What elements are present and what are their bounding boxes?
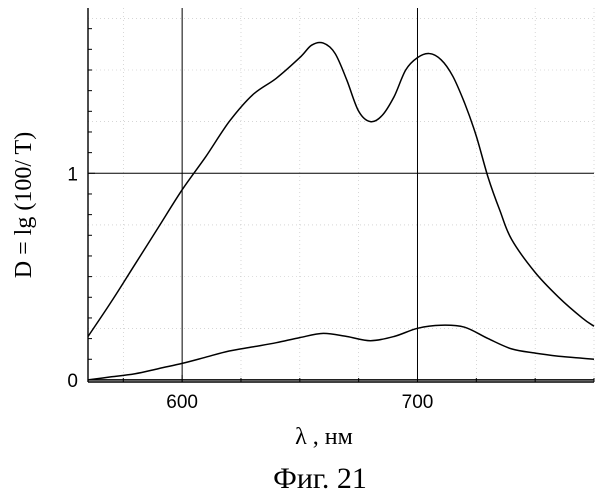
y-tick-label: 0 xyxy=(67,371,78,392)
series-layer xyxy=(88,42,594,379)
x-tick-label: 700 xyxy=(402,392,434,413)
y-tick-label: 1 xyxy=(67,164,78,185)
series-line-1 xyxy=(88,42,594,336)
series-line-2 xyxy=(88,325,594,380)
y-axis-title: D = lg (100/ T) xyxy=(11,132,37,278)
x-tick-label: 600 xyxy=(166,392,198,413)
figure-caption: Фиг. 21 xyxy=(273,462,367,495)
x-axis-title: λ , нм xyxy=(295,424,353,450)
